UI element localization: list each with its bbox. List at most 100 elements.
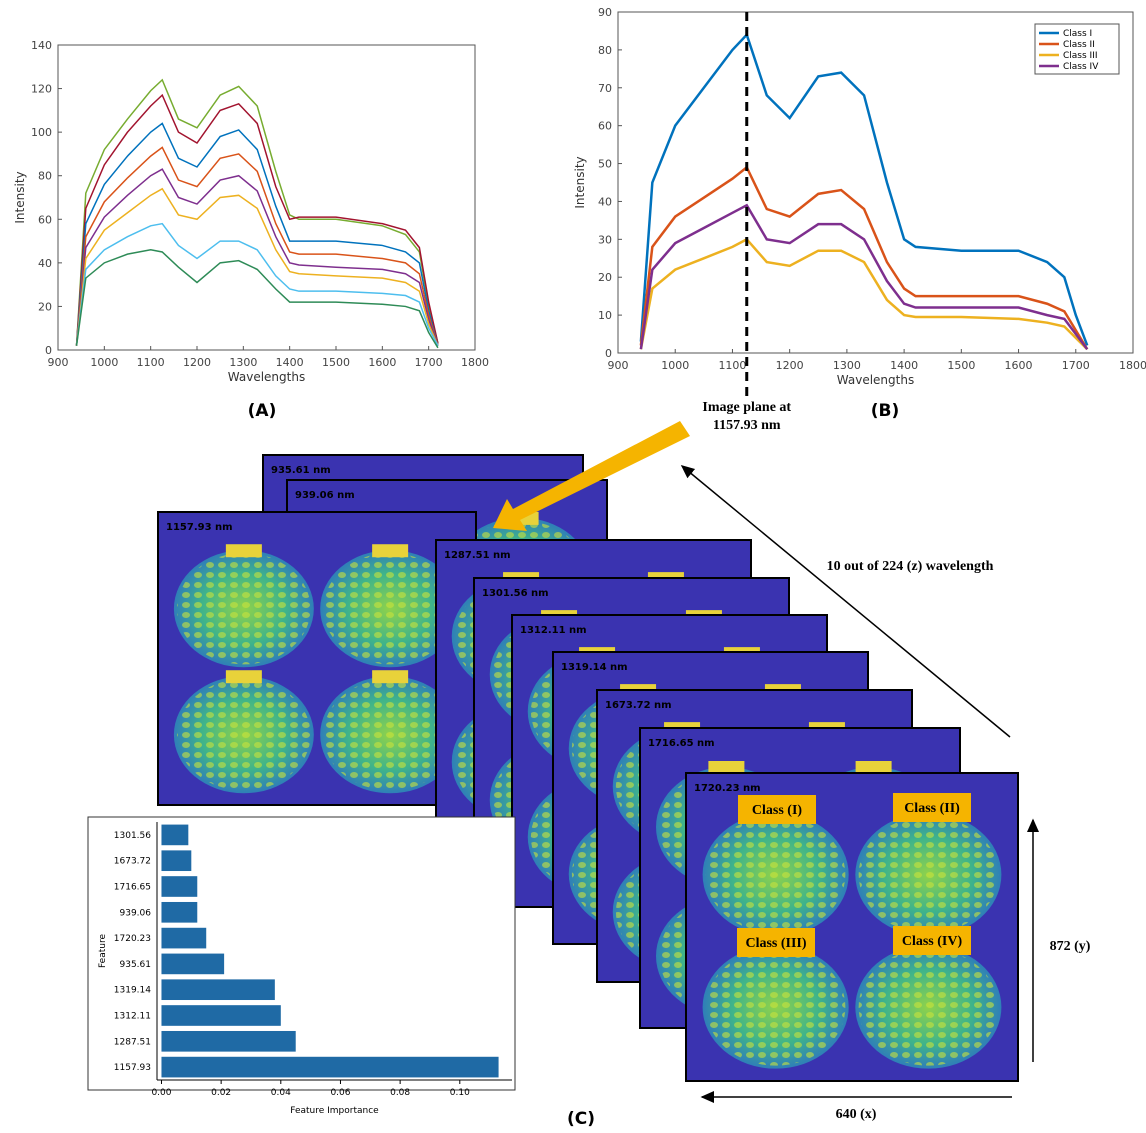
y-tick-label: 90: [598, 6, 612, 19]
tag: [225, 544, 262, 558]
x-tick-label: 1700: [415, 356, 443, 369]
frame-label: 1673.72 nm: [605, 700, 672, 711]
frame-label: 935.61 nm: [271, 465, 331, 476]
seeds: [323, 679, 457, 791]
x-tick-label: 1100: [718, 359, 746, 372]
tag: [372, 544, 409, 558]
x-dim-label: 640 (x): [836, 1107, 877, 1122]
seeds: [177, 679, 311, 791]
tag: [708, 761, 745, 774]
x-tick-label: 1200: [776, 359, 804, 372]
series-line: [75, 222, 439, 346]
x-tick-label: 1500: [947, 359, 975, 372]
class-box: [893, 926, 971, 955]
frame-label: 1716.65 nm: [648, 738, 715, 749]
x-tick-label: 1000: [661, 359, 689, 372]
x-axis-label: Feature Importance: [290, 1106, 379, 1116]
frame-label: 1319.14 nm: [561, 662, 628, 673]
y-tick-label: 120: [31, 83, 52, 96]
frame-label: 1287.51 nm: [444, 550, 511, 561]
bar: [161, 1056, 499, 1078]
series-line: [75, 187, 439, 346]
series-line: [75, 122, 439, 346]
series-line: [639, 32, 1089, 346]
frame-label: 1720.23 nm: [694, 783, 761, 794]
x-tick-label: 0.04: [271, 1088, 291, 1098]
x-tick-label: 1200: [183, 356, 211, 369]
panel-label: (C): [567, 1109, 595, 1129]
frame-label: 1157.93 nm: [166, 522, 233, 533]
series-line: [75, 78, 439, 346]
y-tick-label: 935.61: [120, 960, 152, 970]
frame-label: 939.06 nm: [295, 490, 355, 501]
y-tick-label: 1720.23: [114, 934, 151, 944]
seeds: [858, 816, 999, 934]
x-tick-label: 1000: [90, 356, 118, 369]
annotation: 1157.93 nm: [713, 418, 781, 433]
seeds: [858, 948, 999, 1066]
y-tick-label: 1319.14: [114, 986, 151, 996]
y-tick-label: 60: [38, 213, 52, 226]
x-tick-label: 1300: [833, 359, 861, 372]
x-tick-label: 0.02: [211, 1088, 231, 1098]
x-tick-label: 1600: [1005, 359, 1033, 372]
annotation: Image plane at: [702, 400, 791, 415]
seeds: [705, 948, 846, 1066]
x-axis-label: Wavelengths: [837, 373, 914, 387]
z-label: 10 out of 224 (z) wavelength: [827, 559, 994, 574]
x-tick-label: 900: [48, 356, 69, 369]
frame-label: 1301.56 nm: [482, 588, 549, 599]
y-axis-label: Intensity: [573, 156, 587, 208]
bar: [161, 824, 189, 846]
panel-label: (A): [248, 401, 277, 421]
y-tick-label: 1312.11: [114, 1012, 151, 1022]
frame-label: 1312.11 nm: [520, 625, 587, 636]
bar: [161, 979, 275, 1001]
tag: [225, 670, 262, 684]
x-tick-label: 0.00: [151, 1088, 171, 1098]
y-tick-label: 40: [38, 257, 52, 270]
bar: [161, 1030, 296, 1052]
panel-label: (B): [871, 401, 900, 421]
tag: [855, 761, 892, 774]
legend-label: Class I: [1063, 29, 1092, 39]
legend-label: Class III: [1063, 51, 1098, 61]
y-tick-label: 100: [31, 126, 52, 139]
seeds: [323, 553, 457, 665]
orange-arrow: [493, 421, 690, 531]
y-tick-label: 20: [598, 271, 612, 284]
y-tick-label: 1673.72: [114, 857, 151, 867]
y-tick-label: 0: [45, 344, 52, 357]
y-tick-label: 1157.93: [114, 1063, 151, 1073]
y-tick-label: 80: [598, 44, 612, 57]
y-tick-label: 60: [598, 120, 612, 133]
seeds: [705, 816, 846, 934]
x-tick-label: 0.06: [330, 1088, 350, 1098]
y-tick-label: 70: [598, 82, 612, 95]
bar: [161, 953, 225, 975]
bar: [161, 901, 198, 923]
series-line: [639, 237, 1089, 351]
y-tick-label: 1301.56: [114, 831, 151, 841]
x-tick-label: 1100: [137, 356, 165, 369]
class-box: [893, 793, 971, 822]
class-label: Class (II): [904, 801, 960, 816]
y-tick-label: 40: [598, 195, 612, 208]
class-label: Class (III): [745, 936, 806, 951]
x-tick-label: 1400: [276, 356, 304, 369]
y-tick-label: 1716.65: [114, 883, 151, 893]
series-line: [75, 146, 439, 346]
legend-label: Class II: [1063, 40, 1095, 50]
y-tick-label: 80: [38, 170, 52, 183]
class-box: [737, 928, 815, 957]
series-line: [639, 165, 1089, 350]
series-line: [75, 168, 439, 346]
y-tick-label: 20: [38, 300, 52, 313]
x-tick-label: 1500: [322, 356, 350, 369]
series-line: [639, 203, 1089, 350]
bar: [161, 850, 192, 872]
image-frame: 1157.93 nm: [157, 511, 477, 806]
tag: [372, 670, 409, 684]
x-tick-label: 0.10: [450, 1088, 470, 1098]
